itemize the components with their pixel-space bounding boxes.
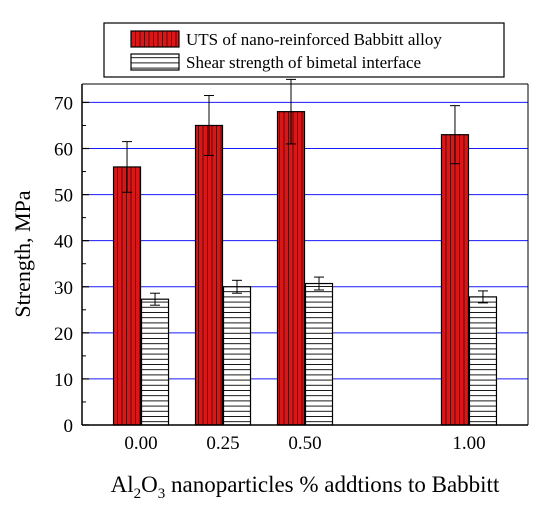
x-axis-label: Al2O3 nanoparticles % addtions to Babbit… — [111, 472, 500, 502]
legend-label-uts: UTS of nano-reinforced Babbitt alloy — [186, 30, 442, 49]
y-axis-label: Strength, MPa — [10, 190, 35, 317]
x-tick-label-1.00: 1.00 — [452, 433, 485, 454]
bar-shear-0.00 — [140, 298, 170, 426]
bar-uts-0.00 — [112, 166, 142, 426]
x-axis-label-sub2: 3 — [158, 486, 166, 502]
axes: 0 10 20 30 40 50 60 70 0.00 0.25 0.50 1.00 — [54, 83, 529, 454]
legend-swatch-shear — [130, 53, 180, 71]
bar-uts-0.25 — [194, 124, 224, 426]
y-tick-label-30: 30 — [54, 278, 73, 299]
bars — [112, 78, 498, 426]
bar-uts-1.00 — [440, 134, 470, 426]
y-tick-label-40: 40 — [54, 232, 73, 253]
y-tick-label-10: 10 — [54, 370, 73, 391]
bar-shear-0.50 — [304, 282, 334, 426]
y-tick-label-0: 0 — [64, 416, 74, 437]
legend-swatch-uts — [130, 30, 180, 48]
bar-shear-1.00 — [468, 296, 498, 426]
x-tick-label-0.25: 0.25 — [206, 433, 239, 454]
x-axis-label-mid: O — [141, 472, 158, 497]
bar-uts-0.50 — [276, 111, 306, 426]
x-axis-label-prefix: Al — [111, 472, 134, 497]
y-tick-label-50: 50 — [54, 186, 73, 207]
legend-label-shear: Shear strength of bimetal interface — [186, 53, 421, 72]
y-tick-label-20: 20 — [54, 324, 73, 345]
y-tick-label-70: 70 — [54, 93, 73, 114]
x-tick-label-0.50: 0.50 — [288, 433, 321, 454]
bar-shear-0.25 — [222, 286, 252, 426]
x-axis-label-sub1: 2 — [134, 486, 142, 502]
x-axis-label-suffix: nanoparticles % addtions to Babbitt — [165, 472, 500, 497]
legend: UTS of nano-reinforced Babbitt alloy Shea… — [103, 22, 505, 78]
x-tick-label-0.00: 0.00 — [124, 433, 157, 454]
y-tick-label-60: 60 — [54, 140, 73, 161]
